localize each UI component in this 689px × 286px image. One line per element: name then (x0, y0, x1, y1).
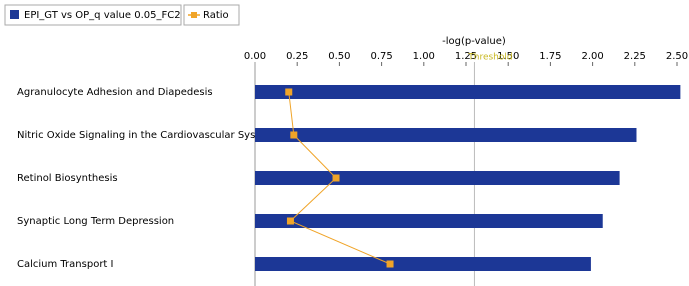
threshold-label: Threshold (467, 53, 512, 63)
x-tick-label: 2.00 (581, 51, 603, 62)
ratio-point (332, 174, 340, 182)
bar (255, 128, 637, 142)
x-tick-label: 0.25 (286, 51, 308, 62)
y-tick-label: Agranulocyte Adhesion and Diapedesis (17, 87, 213, 98)
legend-box (4, 4, 182, 26)
bar (255, 171, 620, 185)
x-tick-label: 0.50 (328, 51, 350, 62)
legend-swatch (191, 12, 197, 18)
legend-swatch (10, 10, 19, 19)
ratio-point (290, 131, 298, 139)
legend-label: EPI_GT vs OP_q value 0.05_FC2 (24, 10, 181, 21)
x-tick-label: 2.50 (666, 51, 688, 62)
bar (255, 85, 681, 99)
x-tick-label: 1.75 (539, 51, 561, 62)
legend-box (183, 4, 240, 26)
ratio-point (386, 260, 394, 268)
y-tick-label: Nitric Oxide Signaling in the Cardiovasc… (17, 130, 275, 141)
y-tick-label: Synaptic Long Term Depression (17, 216, 174, 227)
x-tick-label: 0.00 (244, 51, 266, 62)
x-tick-label: 1.00 (413, 51, 435, 62)
bar (255, 214, 603, 228)
ratio-point (285, 88, 293, 96)
x-tick-label: 0.75 (370, 51, 392, 62)
x-tick-label: 2.25 (624, 51, 646, 62)
x-tick-label: 1.50 (497, 51, 519, 62)
bar (255, 257, 591, 271)
y-tick-label: Calcium Transport I (17, 259, 113, 270)
ratio-point (286, 217, 294, 225)
legend-label: Ratio (203, 10, 229, 21)
x-tick-label: 1.25 (455, 51, 477, 62)
x-axis-label: -log(p-value) (442, 36, 506, 47)
y-tick-label: Retinol Biosynthesis (17, 173, 118, 184)
